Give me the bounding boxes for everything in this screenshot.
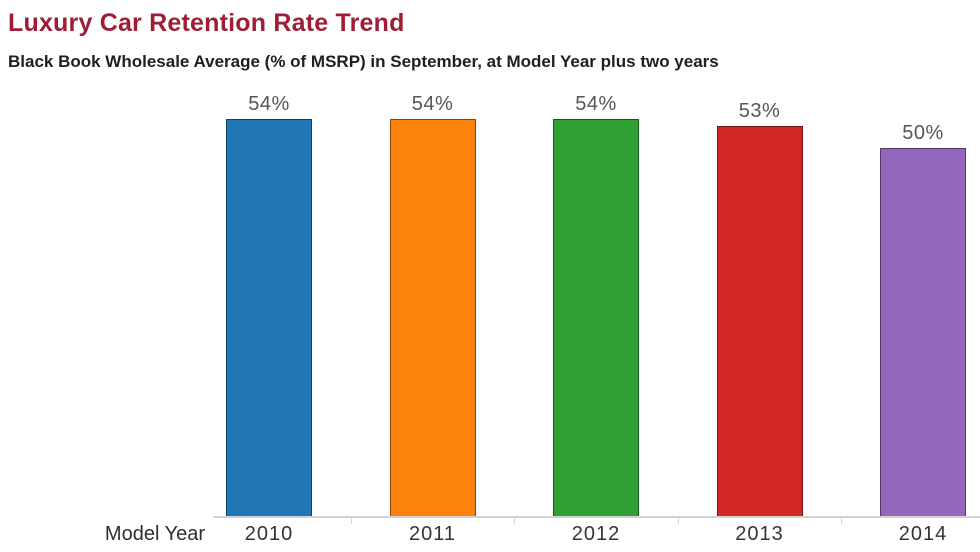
- chart-title: Luxury Car Retention Rate Trend: [8, 9, 405, 37]
- x-tick-label-2014: 2014: [898, 523, 948, 545]
- x-axis-title: Model Year: [104, 523, 205, 545]
- bar-value-label: 53%: [738, 100, 781, 122]
- bar-value-label: 54%: [575, 93, 617, 115]
- bar-2012[interactable]: [553, 119, 639, 517]
- x-axis-line: [213, 516, 980, 518]
- x-tick-label-2011: 2011: [408, 523, 456, 545]
- bar-value-label: 50%: [902, 122, 944, 144]
- x-axis-tick: [350, 518, 352, 524]
- x-tick-label-2010: 2010: [244, 523, 294, 545]
- bar-2014[interactable]: [880, 148, 966, 517]
- x-axis-tick: [677, 518, 679, 524]
- x-axis-tick: [514, 518, 516, 524]
- x-axis-tick: [841, 518, 843, 524]
- bar-2011[interactable]: [390, 119, 476, 517]
- bar-value-label: 54%: [411, 93, 454, 115]
- x-tick-label-2013: 2013: [735, 523, 784, 545]
- chart-subtitle: Black Book Wholesale Average (% of MSRP)…: [8, 52, 719, 71]
- x-tick-label-2012: 2012: [571, 523, 621, 545]
- bar-value-label: 54%: [248, 93, 290, 115]
- bar-2013[interactable]: [717, 126, 803, 517]
- bar-2010[interactable]: [226, 119, 312, 517]
